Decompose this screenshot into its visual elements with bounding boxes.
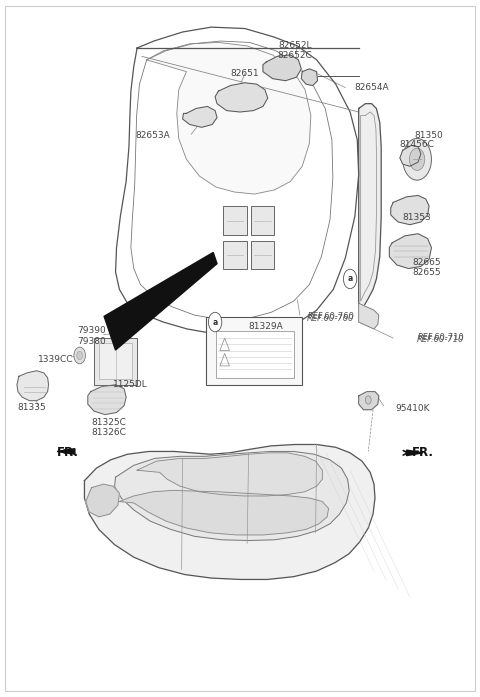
Text: 81353: 81353 bbox=[403, 213, 432, 222]
Text: 95410K: 95410K bbox=[396, 404, 430, 413]
Text: 81335: 81335 bbox=[17, 403, 46, 412]
Polygon shape bbox=[88, 385, 126, 415]
Polygon shape bbox=[147, 43, 311, 194]
Text: 82654A: 82654A bbox=[355, 83, 389, 92]
FancyBboxPatch shape bbox=[216, 331, 294, 378]
Text: 1339CC: 1339CC bbox=[38, 355, 73, 365]
Bar bbox=[251, 240, 275, 268]
Text: 82653A: 82653A bbox=[136, 132, 170, 141]
Text: 81456C: 81456C bbox=[400, 140, 434, 149]
Polygon shape bbox=[359, 104, 381, 312]
Polygon shape bbox=[84, 445, 375, 579]
Polygon shape bbox=[359, 392, 379, 410]
Polygon shape bbox=[389, 233, 432, 268]
Polygon shape bbox=[400, 146, 421, 167]
Text: 81329A: 81329A bbox=[249, 323, 283, 332]
Circle shape bbox=[74, 347, 85, 364]
Text: a: a bbox=[348, 275, 353, 284]
Circle shape bbox=[208, 312, 222, 332]
Bar bbox=[223, 240, 247, 268]
Circle shape bbox=[403, 139, 432, 180]
FancyBboxPatch shape bbox=[206, 317, 302, 385]
Bar bbox=[99, 343, 132, 379]
Polygon shape bbox=[137, 453, 323, 496]
Polygon shape bbox=[120, 491, 328, 535]
Circle shape bbox=[343, 269, 357, 289]
Circle shape bbox=[409, 148, 425, 171]
Polygon shape bbox=[115, 452, 349, 540]
Text: 81325C
81326C: 81325C 81326C bbox=[91, 418, 126, 438]
Text: 82651: 82651 bbox=[230, 69, 259, 78]
Text: 79390
79380: 79390 79380 bbox=[77, 326, 106, 346]
Polygon shape bbox=[391, 195, 429, 224]
Text: 82665
82655: 82665 82655 bbox=[412, 258, 441, 277]
Polygon shape bbox=[215, 83, 268, 112]
Text: 81350: 81350 bbox=[415, 132, 444, 141]
Text: FR.: FR. bbox=[57, 446, 79, 459]
Bar bbox=[94, 338, 137, 385]
Polygon shape bbox=[263, 55, 301, 81]
Text: REF.60-760: REF.60-760 bbox=[307, 312, 354, 321]
Polygon shape bbox=[104, 252, 217, 350]
Text: 82652L
82652C: 82652L 82652C bbox=[277, 41, 312, 61]
Polygon shape bbox=[301, 69, 318, 86]
Text: REF.60-710: REF.60-710 bbox=[417, 335, 465, 344]
Polygon shape bbox=[407, 450, 423, 456]
Polygon shape bbox=[57, 449, 75, 454]
Text: REF.60-710: REF.60-710 bbox=[417, 333, 464, 342]
Polygon shape bbox=[182, 107, 217, 128]
Circle shape bbox=[365, 396, 371, 404]
Bar bbox=[251, 206, 275, 235]
Polygon shape bbox=[17, 371, 48, 401]
Polygon shape bbox=[86, 484, 120, 517]
Text: 1125DL: 1125DL bbox=[112, 380, 147, 389]
Circle shape bbox=[77, 351, 83, 360]
Bar bbox=[223, 206, 247, 235]
Text: a: a bbox=[213, 318, 218, 327]
Polygon shape bbox=[359, 303, 379, 329]
Text: FR.: FR. bbox=[412, 446, 434, 459]
Text: REF.60-760: REF.60-760 bbox=[307, 314, 354, 323]
